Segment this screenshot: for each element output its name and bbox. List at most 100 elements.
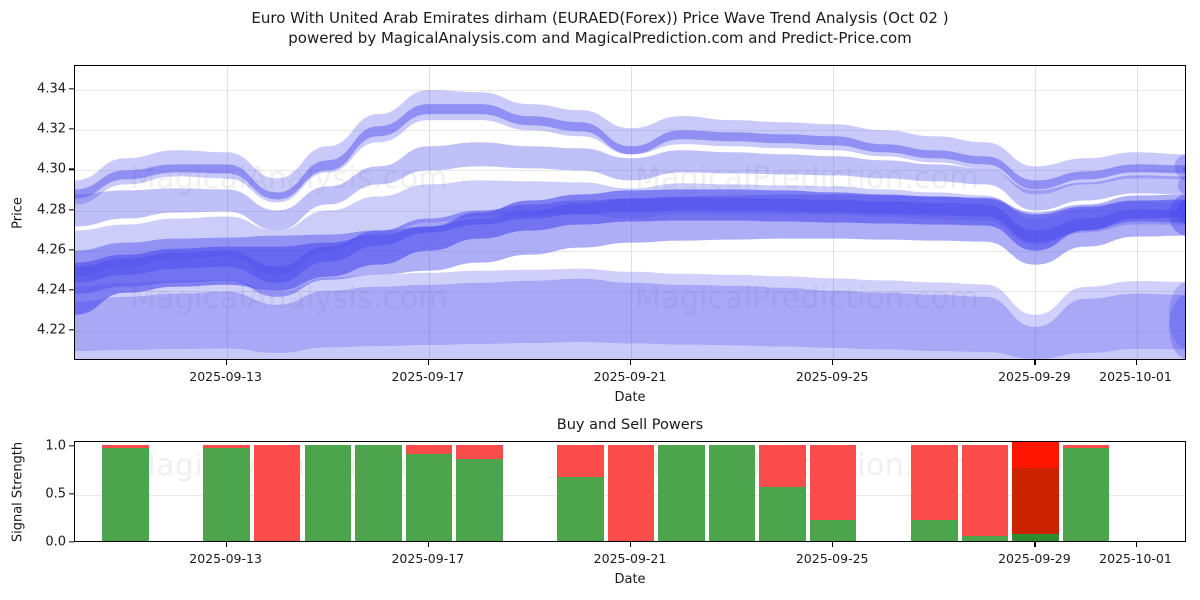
power-bar	[759, 442, 806, 541]
power-ytick-mark	[69, 493, 74, 495]
power-bar-buy-segment	[304, 444, 351, 541]
price-ytick-mark	[69, 289, 74, 291]
price-band-band-upper-b	[75, 104, 1185, 200]
price-yaxis-title: Price	[10, 196, 26, 229]
power-xtick-mark	[1034, 542, 1036, 547]
price-ytick-mark	[69, 248, 74, 251]
price-gridline-h	[75, 90, 1185, 92]
power-bar	[304, 442, 351, 541]
price-xtick-label: 2025-09-25	[795, 369, 869, 384]
price-gridline-v	[428, 66, 430, 359]
price-gridline-v	[226, 66, 228, 359]
power-bar	[102, 442, 149, 541]
price-band-cap	[1169, 282, 1185, 350]
price-band-band-upper-c	[75, 142, 1185, 231]
power-bar-sell-segment	[253, 444, 301, 541]
price-band-cap	[1180, 210, 1185, 223]
power-bar-sell-segment	[1062, 444, 1110, 448]
power-bar	[557, 442, 604, 541]
power-bar-buy-segment	[759, 487, 806, 541]
power-bar	[1012, 442, 1059, 541]
power-bar-sell-segment	[405, 444, 453, 454]
power-xtick-mark	[225, 542, 227, 547]
price-ytick-label: 4.24	[37, 282, 66, 298]
price-xtick-mark	[832, 360, 834, 365]
price-gridline-h	[75, 330, 1185, 332]
power-bar	[1062, 442, 1110, 541]
power-xtick-mark	[832, 542, 834, 547]
power-bar-buy-segment	[557, 476, 604, 541]
price-plot-area: MagicalAnalysis.com MagicalPrediction.com…	[74, 65, 1186, 360]
power-bar-buy-segment	[203, 447, 250, 541]
power-xtick-mark	[630, 542, 632, 547]
price-xtick-label: 2025-10-01	[1099, 369, 1172, 384]
power-bar-buy-segment	[658, 444, 705, 541]
power-bar-buy-segment	[708, 444, 756, 541]
power-bar	[961, 442, 1009, 541]
price-ytick-mark	[69, 329, 74, 331]
power-xtick-mark	[1135, 542, 1137, 547]
power-xaxis-title: Date	[614, 572, 646, 587]
price-ytick-label: 4.30	[37, 161, 66, 177]
power-bar-sell-segment	[759, 444, 806, 488]
power-bar	[355, 442, 402, 541]
power-bar-buy-segment	[355, 444, 402, 541]
power-bar	[405, 442, 453, 541]
power-chart-title: Buy and Sell Powers	[556, 417, 704, 433]
power-ytick-label: 0.5	[45, 486, 66, 502]
price-ytick-mark	[69, 88, 74, 90]
power-bar-sell-segment	[809, 444, 857, 520]
price-xtick-mark	[427, 360, 430, 365]
price-band-band-lower-pale	[75, 268, 1185, 359]
power-bar	[456, 442, 503, 541]
power-bar-buy-segment	[809, 519, 857, 541]
power-bar-buy-segment	[1012, 534, 1059, 541]
power-xtick-label: 2025-09-25	[795, 551, 869, 566]
power-xtick-label: 2025-09-21	[593, 551, 667, 566]
price-band-band-core-dark	[75, 189, 1185, 315]
price-ytick-mark	[69, 128, 74, 130]
price-gridline-h	[75, 250, 1185, 252]
price-gridline-h	[75, 290, 1185, 292]
power-xtick-mark	[427, 542, 430, 547]
figure-title-line1: Euro With United Arab Emirates dirham (E…	[251, 9, 949, 27]
figure-title-line2: powered by MagicalAnalysis.com and Magic…	[288, 29, 912, 47]
power-bar	[658, 442, 705, 541]
power-bar-sell-segment	[557, 444, 604, 477]
power-ytick-mark	[69, 445, 74, 447]
price-xtick-mark	[1135, 360, 1137, 365]
price-band-layer	[75, 90, 1185, 359]
price-band-cap	[1174, 154, 1185, 180]
power-bar-buy-segment	[911, 519, 958, 541]
price-band-cap	[1182, 165, 1185, 173]
power-xtick-label: 2025-09-29	[998, 551, 1071, 566]
power-bar-sell-segment	[911, 444, 958, 520]
figure-title: Euro With United Arab Emirates dirham (E…	[0, 8, 1200, 48]
power-bar-sell-segment	[961, 444, 1009, 537]
power-xtick-label: 2025-09-13	[189, 551, 262, 566]
price-gridline-h	[75, 170, 1185, 172]
power-bar	[809, 442, 857, 541]
power-bar-sell-segment	[456, 444, 503, 460]
power-xtick-label: 2025-09-17	[391, 551, 465, 566]
power-ytick-mark	[69, 541, 74, 543]
power-bar	[708, 442, 756, 541]
price-xtick-mark	[225, 360, 227, 365]
price-ytick-label: 4.32	[37, 121, 66, 137]
power-ytick-label: 0.0	[45, 534, 66, 550]
power-bar-sell-segment	[203, 444, 250, 448]
power-bar-buy-segment	[102, 447, 149, 541]
price-ytick-label: 4.26	[37, 242, 66, 258]
price-band-band-upper-a	[75, 90, 1185, 205]
power-bar-buy-segment	[961, 536, 1009, 541]
price-band-band-outer-low	[75, 278, 1185, 359]
price-ytick-label: 4.34	[37, 81, 66, 97]
price-xaxis-title: Date	[614, 390, 646, 405]
price-xtick-label: 2025-09-21	[593, 369, 667, 384]
price-xtick-mark	[1034, 360, 1036, 365]
power-bar-sell-segment	[607, 444, 655, 541]
price-xtick-label: 2025-09-17	[391, 369, 465, 384]
price-ytick-mark	[69, 208, 74, 211]
price-xtick-mark	[630, 360, 632, 365]
